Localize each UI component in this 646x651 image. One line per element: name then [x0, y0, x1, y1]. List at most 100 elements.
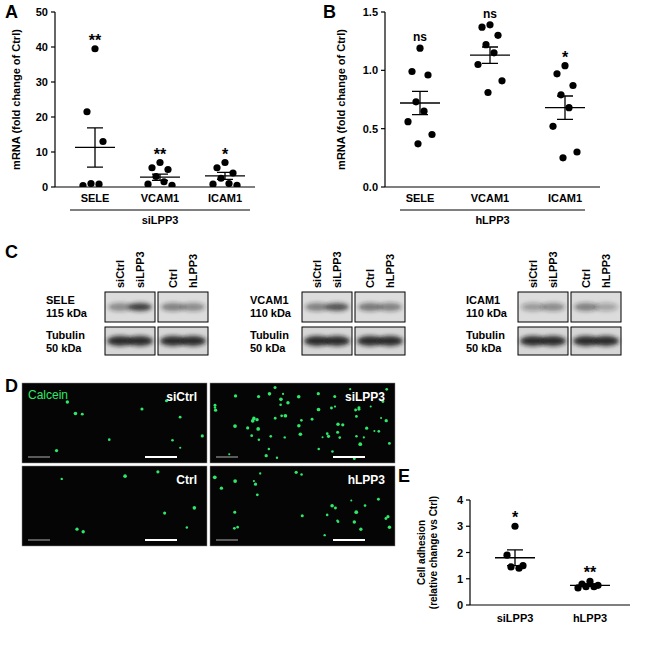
- error-bar: [582, 584, 598, 586]
- blot-band: [127, 336, 153, 346]
- cell-dot: [258, 438, 261, 441]
- blot-box: [105, 292, 155, 322]
- image-label: siCtrl: [166, 390, 197, 404]
- lane-label: hLPP3: [600, 254, 612, 288]
- cell-dot: [300, 473, 303, 476]
- cell-dot: [201, 434, 204, 437]
- mean-line: [570, 585, 610, 586]
- y-tick-label: 3: [457, 520, 463, 532]
- data-point: [408, 68, 415, 75]
- dot-plot: A01020304050mRNA (fold change of Ctrl)SE…: [5, 2, 255, 226]
- data-point: [474, 61, 481, 68]
- panel-label: B: [323, 2, 336, 22]
- data-point: [573, 148, 580, 155]
- category-label: ICAM1: [208, 192, 242, 204]
- significance-label: ns: [483, 7, 497, 21]
- y-tick-label: 20: [36, 111, 48, 123]
- data-point: [225, 180, 232, 187]
- cell-dot: [322, 436, 324, 438]
- cell-dot: [370, 405, 372, 407]
- cell-dot: [269, 435, 272, 438]
- cell-dot: [268, 392, 272, 396]
- cell-dot: [274, 417, 277, 420]
- significance-label: **: [154, 146, 167, 163]
- cell-dot: [140, 407, 143, 410]
- y-tick-label: 1: [457, 573, 463, 585]
- y-tick-label: 0: [457, 599, 463, 611]
- cell-dot: [301, 514, 304, 517]
- cell-dot: [268, 448, 270, 450]
- cell-dot: [377, 430, 380, 433]
- lane-label: siCtrl: [311, 260, 323, 288]
- category-label: VCAM1: [471, 192, 510, 204]
- cell-dot: [386, 515, 389, 518]
- cell-dot: [337, 520, 340, 523]
- data-point: [83, 108, 90, 115]
- significance-label: **: [584, 564, 597, 581]
- cell-dot: [236, 526, 239, 529]
- blot-box: [158, 292, 208, 322]
- blot-box: [518, 292, 568, 322]
- control-label: Tubulin: [46, 329, 85, 341]
- group-line: [70, 210, 250, 211]
- scale-bar: [333, 456, 365, 458]
- cell-dot: [354, 409, 357, 412]
- lane-label: siLPP3: [134, 251, 146, 288]
- cell-dot: [256, 427, 260, 431]
- cell-dot: [156, 470, 159, 473]
- blot-box: [518, 327, 568, 355]
- cell-dot: [338, 436, 341, 439]
- cell-dot: [282, 393, 284, 395]
- y-tick-label: 0.0: [363, 181, 378, 193]
- data-point: [484, 89, 491, 96]
- blot-box: [158, 327, 208, 355]
- cell-dot: [55, 449, 58, 452]
- data-point: [160, 178, 167, 185]
- cell-dot: [295, 471, 298, 474]
- category-label: hLPP3: [573, 612, 607, 624]
- y-tick: [466, 552, 470, 553]
- cell-dot: [286, 401, 289, 404]
- cell-dot: [377, 498, 380, 501]
- cell-dot: [373, 430, 375, 432]
- cell-dot: [300, 419, 303, 422]
- data-point: [164, 166, 171, 173]
- blot-box: [355, 327, 405, 355]
- cell-dot: [299, 432, 303, 436]
- y-tick: [51, 46, 55, 47]
- y-tick: [51, 81, 55, 82]
- lane-label: Ctrl: [364, 269, 376, 288]
- micrograph: [22, 383, 207, 463]
- panel-label: E: [398, 466, 410, 486]
- cell-dot: [279, 398, 283, 402]
- blot-band: [377, 336, 403, 346]
- error-bar: [87, 128, 103, 167]
- significance-label: *: [562, 49, 569, 66]
- y-axis-label: mRNA (fold change of Ctrl): [335, 29, 347, 170]
- cell-dot: [311, 418, 314, 421]
- cell-dot: [233, 527, 236, 530]
- dot-plot: E01234Cell adhesion(relative change vs C…: [398, 466, 630, 624]
- y-tick: [51, 186, 55, 187]
- blot-band: [540, 336, 566, 346]
- data-point: [412, 98, 419, 105]
- blot-box: [302, 292, 352, 322]
- cell-dot: [327, 435, 330, 438]
- data-point: [507, 563, 514, 570]
- panel-label: A: [5, 2, 18, 22]
- cell-dot: [388, 526, 391, 529]
- category-label: siLPP3: [497, 612, 534, 624]
- significance-label: *: [512, 509, 519, 526]
- blot-box: [302, 327, 352, 355]
- target-kda: 110 kDa: [466, 307, 508, 319]
- cell-dot: [233, 424, 237, 428]
- cell-dot: [355, 415, 358, 418]
- data-point: [99, 138, 106, 145]
- y-tick-label: 10: [36, 146, 48, 158]
- y-axis: [384, 12, 385, 187]
- data-point: [557, 91, 564, 98]
- cell-dot: [75, 528, 78, 531]
- cell-dot: [171, 439, 174, 442]
- data-point: [87, 180, 94, 187]
- cell-dot: [233, 511, 236, 514]
